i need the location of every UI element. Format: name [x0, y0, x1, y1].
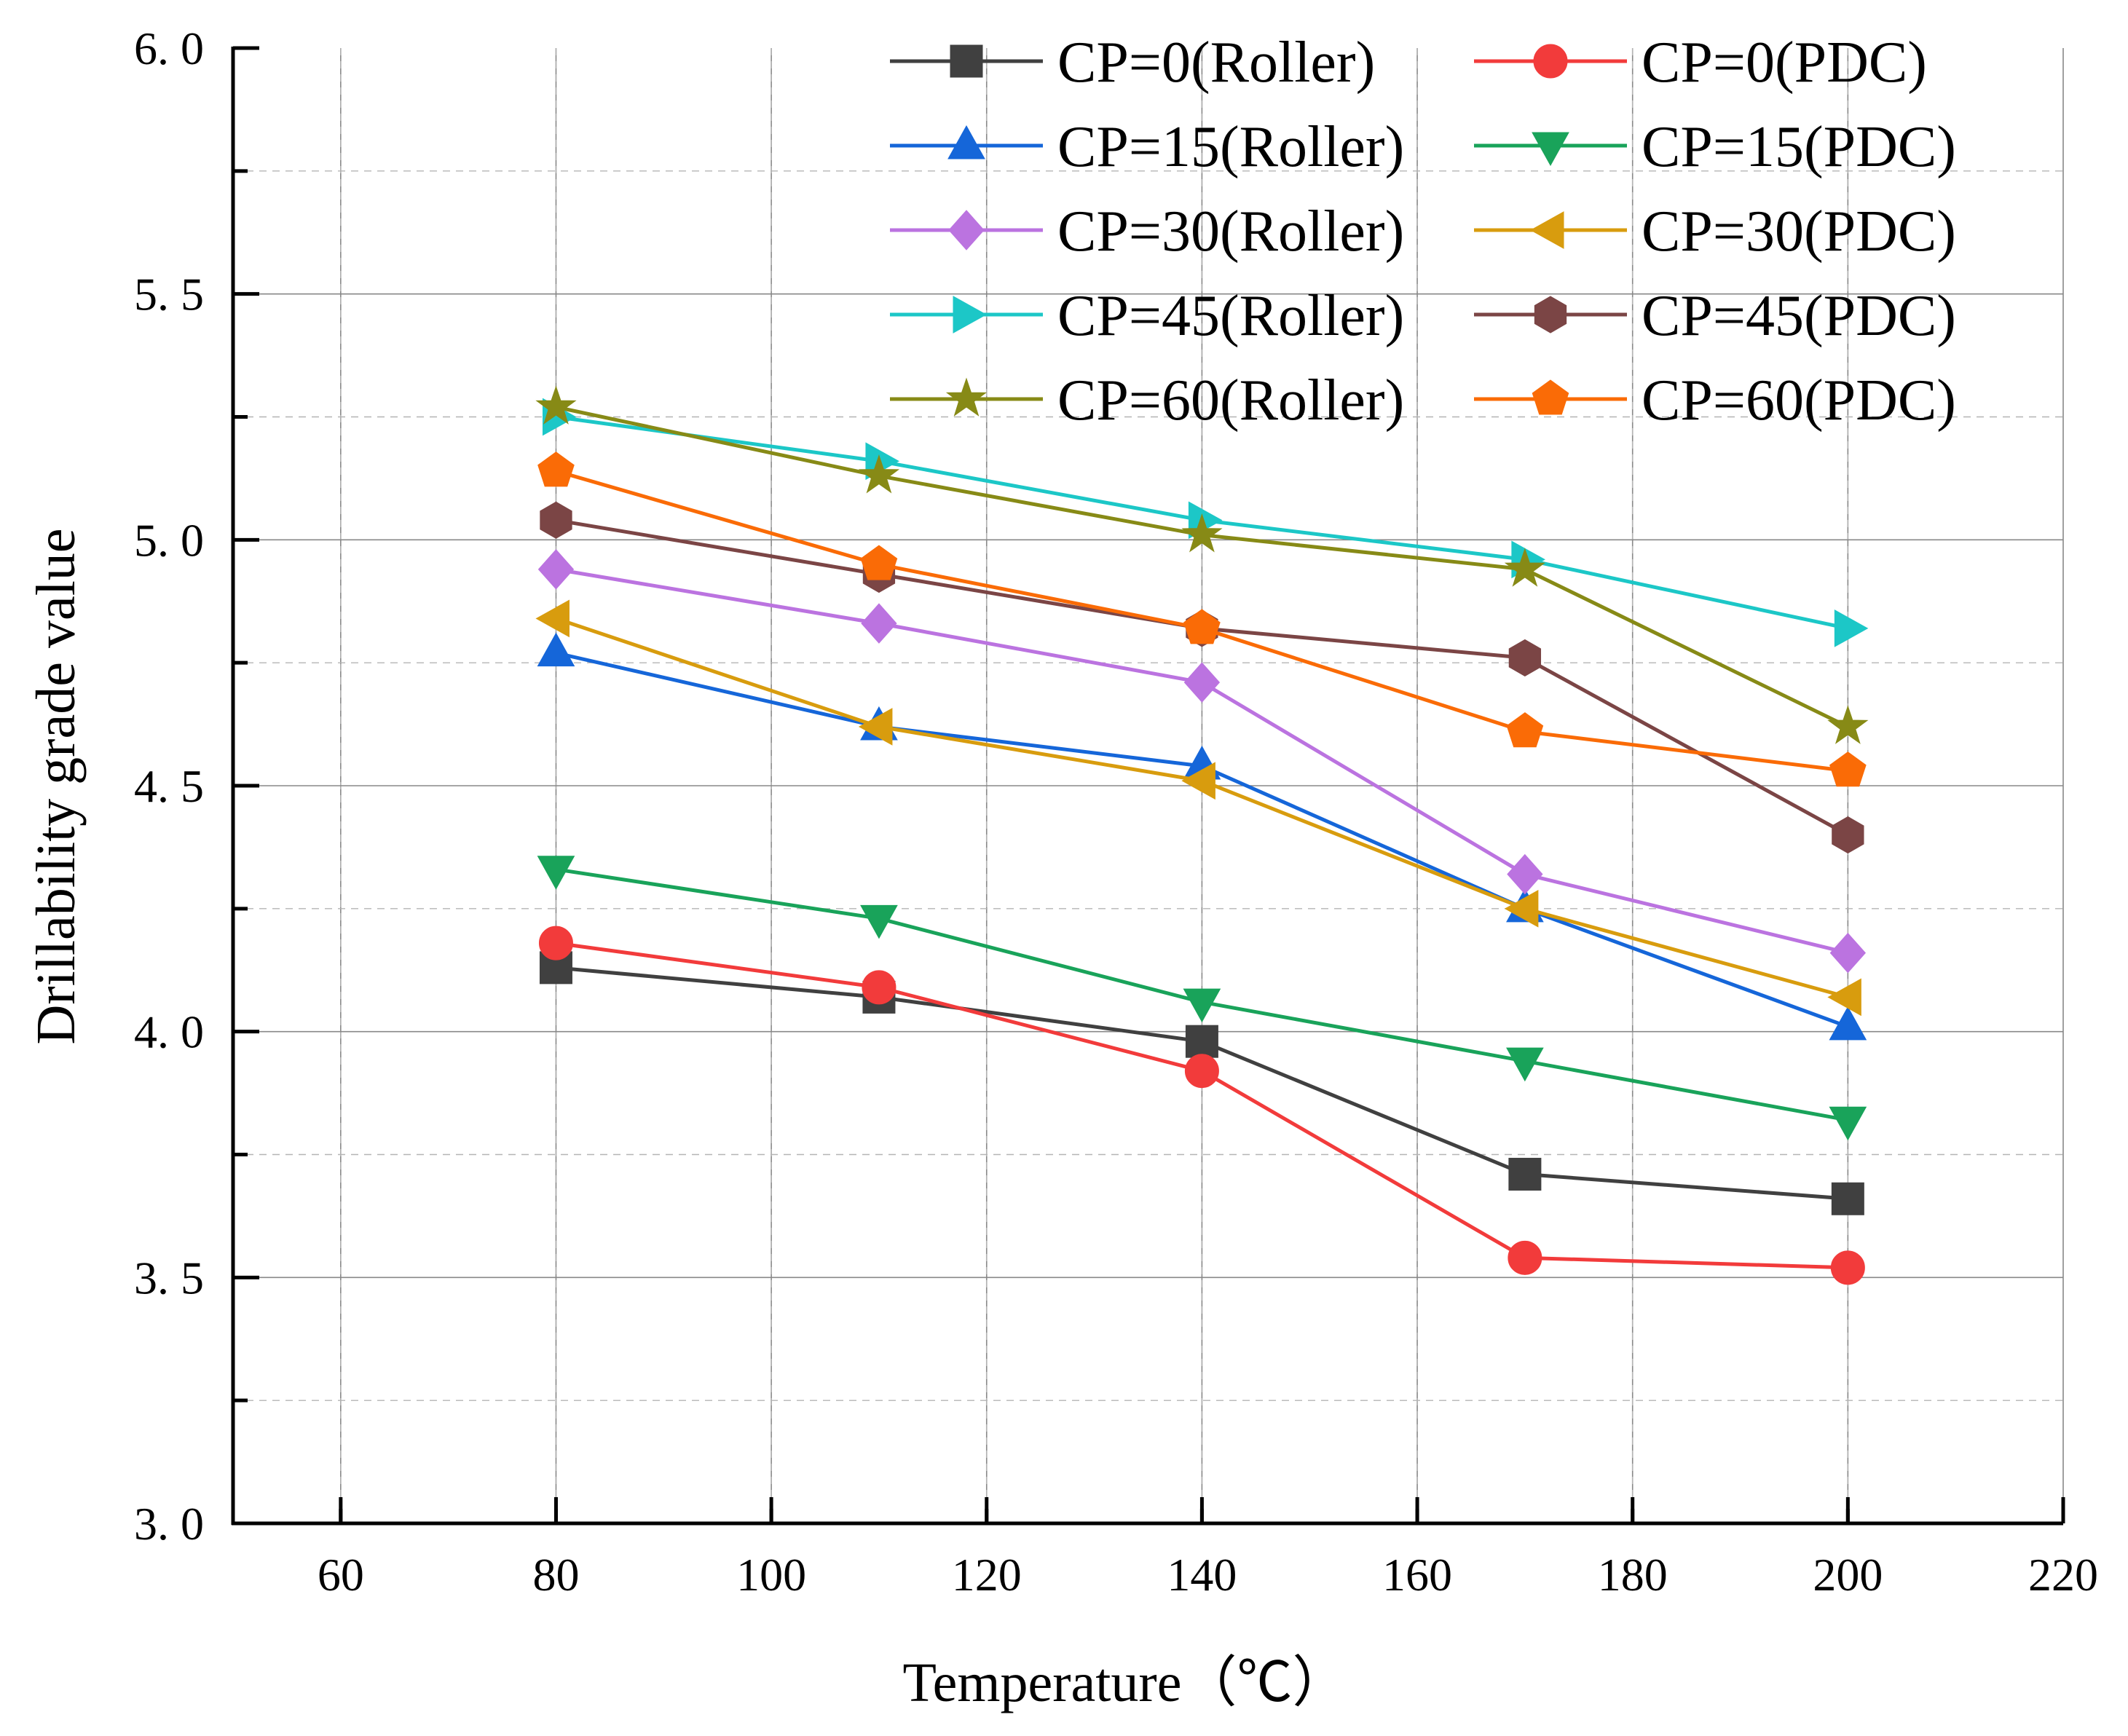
legend-swatch-marker — [1533, 44, 1568, 79]
y-tick-label: 3. 5 — [134, 1252, 204, 1303]
series-CP=60(Roller) — [535, 385, 1869, 744]
data-point — [1504, 548, 1545, 587]
data-point — [1830, 1250, 1865, 1285]
y-tick-label: 6. 0 — [134, 23, 204, 74]
data-point — [1829, 932, 1867, 974]
legend-label: CP=45(Roller) — [1057, 284, 1404, 348]
data-point — [1831, 1182, 1864, 1215]
legend-swatch-marker — [948, 210, 985, 250]
data-point — [1185, 1025, 1218, 1058]
data-point — [1508, 639, 1542, 676]
data-point — [1507, 853, 1543, 895]
data-point — [537, 549, 575, 590]
legend-item: CP=15(Roller) — [890, 115, 1404, 179]
series-CP=30(PDC) — [535, 599, 1861, 1017]
y-tick-label: 4. 0 — [134, 1006, 204, 1058]
legend-item: CP=0(Roller) — [890, 31, 1375, 95]
data-point — [858, 454, 900, 494]
x-tick-label: 60 — [318, 1549, 364, 1601]
x-tick-label: 200 — [1813, 1549, 1883, 1601]
series-CP=0(PDC) — [538, 926, 1865, 1285]
legend-swatch-marker — [947, 125, 985, 159]
x-tick-label: 220 — [2028, 1549, 2098, 1601]
data-point — [538, 926, 573, 960]
x-tick-label: 100 — [736, 1549, 806, 1601]
legend-label: CP=15(Roller) — [1057, 115, 1404, 179]
legend-swatch-marker — [1534, 296, 1567, 334]
legend-item: CP=60(PDC) — [1474, 368, 1956, 433]
x-tick-label: 180 — [1598, 1549, 1668, 1601]
legend-label: CP=60(PDC) — [1642, 368, 1956, 433]
data-point — [858, 708, 893, 746]
data-point — [1832, 816, 1864, 854]
x-tick-label: 160 — [1382, 1549, 1452, 1601]
data-point — [537, 632, 575, 667]
legend-swatch-marker — [945, 377, 988, 417]
data-point — [535, 385, 577, 425]
data-point — [537, 856, 575, 890]
series-CP=15(PDC) — [537, 856, 1867, 1141]
legend-label: CP=0(PDC) — [1642, 31, 1927, 95]
data-point — [1183, 662, 1221, 703]
legend-item: CP=45(PDC) — [1474, 284, 1956, 348]
series-CP=60(PDC) — [537, 451, 1867, 787]
data-point — [862, 970, 896, 1005]
data-point — [1181, 513, 1223, 553]
series-CP=30(Roller) — [537, 549, 1867, 974]
legend-item: CP=60(Roller) — [890, 368, 1404, 433]
legend-swatch-marker — [1529, 211, 1564, 249]
legend-item: CP=30(Roller) — [890, 200, 1404, 264]
y-tick-label: 4. 5 — [134, 760, 204, 812]
data-point — [1181, 762, 1215, 800]
data-point — [1508, 1158, 1542, 1191]
legend-label: CP=0(Roller) — [1057, 31, 1375, 95]
data-point — [1834, 609, 1869, 647]
x-tick-label: 80 — [532, 1549, 579, 1601]
data-point — [860, 904, 898, 939]
series-CP=45(Roller) — [542, 398, 1869, 647]
data-point — [1183, 609, 1221, 644]
series-layer — [535, 385, 1869, 1285]
x-tick-label: 120 — [952, 1549, 1022, 1601]
legend: CP=0(Roller) CP=0(PDC) CP=15(Roller) CP=15(… — [890, 31, 1956, 433]
legend-item: CP=45(Roller) — [890, 284, 1404, 348]
legend-swatch-marker — [950, 44, 983, 78]
data-point — [1827, 705, 1869, 744]
legend-label: CP=15(PDC) — [1642, 115, 1956, 179]
data-point — [1504, 889, 1539, 928]
data-point — [1827, 978, 1861, 1017]
data-point — [860, 545, 898, 580]
y-tick-label: 5. 0 — [134, 514, 204, 566]
axes: 60 80 100 120 140 160 180 200 220 3. 0 3. 5 4. 0 4. … — [134, 23, 2098, 1601]
legend-swatch-marker — [1532, 132, 1569, 167]
data-point — [1829, 1006, 1867, 1041]
legend-label: CP=30(PDC) — [1642, 200, 1956, 264]
data-point — [1184, 1054, 1219, 1089]
y-tick-label: 5. 5 — [134, 269, 204, 320]
x-tick-label: 140 — [1167, 1549, 1237, 1601]
legend-item: CP=30(PDC) — [1474, 200, 1956, 264]
data-point — [1829, 751, 1867, 787]
data-point — [1506, 712, 1544, 748]
legend-item: CP=15(PDC) — [1474, 115, 1956, 179]
legend-label: CP=45(PDC) — [1642, 284, 1956, 348]
data-point — [861, 603, 897, 644]
data-point — [535, 599, 570, 638]
legend-label: CP=30(Roller) — [1057, 200, 1404, 264]
grid — [233, 48, 2064, 1523]
data-point — [537, 451, 575, 487]
data-point — [1183, 988, 1221, 1023]
legend-item: CP=0(PDC) — [1474, 31, 1927, 95]
legend-swatch-marker — [1532, 379, 1569, 415]
legend-swatch-marker — [953, 296, 988, 334]
data-point — [1506, 1047, 1544, 1082]
y-tick-label: 3. 0 — [134, 1498, 204, 1550]
legend-label: CP=60(Roller) — [1057, 368, 1404, 433]
x-axis-title: Temperature（℃） — [903, 1652, 1348, 1713]
y-axis-title: Drillability grade value — [25, 528, 87, 1044]
data-point — [540, 501, 572, 539]
data-point — [1829, 1106, 1867, 1141]
data-point — [1508, 1240, 1542, 1275]
